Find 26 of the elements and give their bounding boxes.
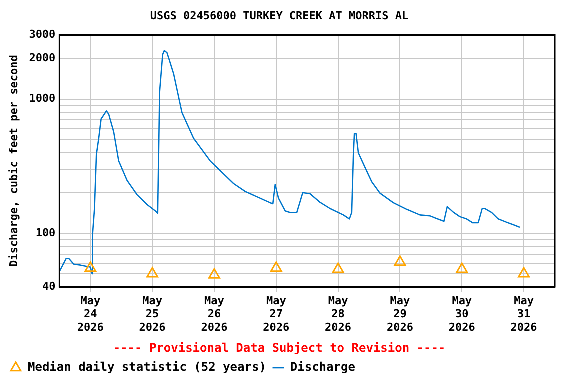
point — [456, 262, 468, 274]
point — [146, 267, 159, 278]
x-tick-label: May 31 2026 — [510, 294, 538, 334]
legend-label: Median daily statistic (52 years) — [28, 360, 266, 374]
x-tick-label: May 28 2026 — [325, 294, 352, 334]
x-tick-label: May 27 2026 — [263, 294, 290, 334]
y-tick-label: 100 — [36, 226, 56, 240]
x-tick-label: May 29 2026 — [386, 294, 414, 334]
point — [208, 268, 220, 279]
point — [270, 262, 282, 272]
y-tick-label: 40 — [42, 280, 56, 293]
point — [394, 256, 406, 266]
y-axis-title: Discharge, cubic feet per second — [7, 55, 20, 268]
y-tick-label: 1000 — [29, 92, 56, 106]
text: ---- Provisional Data Subject to Revision ---- — [113, 340, 446, 355]
y-tick-label: 3000 — [29, 28, 56, 42]
legend-label: Discharge — [290, 360, 356, 374]
y-tick-label: 2000 — [29, 52, 56, 65]
x-tick-label: May 25 2026 — [139, 294, 166, 334]
chart-title: USGS 02456000 TURKEY CREEK AT MORRIS AL — [150, 9, 410, 22]
point — [84, 262, 97, 272]
point — [332, 262, 344, 274]
x-tick-label: May 24 2026 — [77, 294, 104, 334]
point — [518, 267, 530, 278]
x-tick-label: May 26 2026 — [201, 294, 228, 334]
x-tick-label: May 30 2026 — [448, 294, 476, 334]
